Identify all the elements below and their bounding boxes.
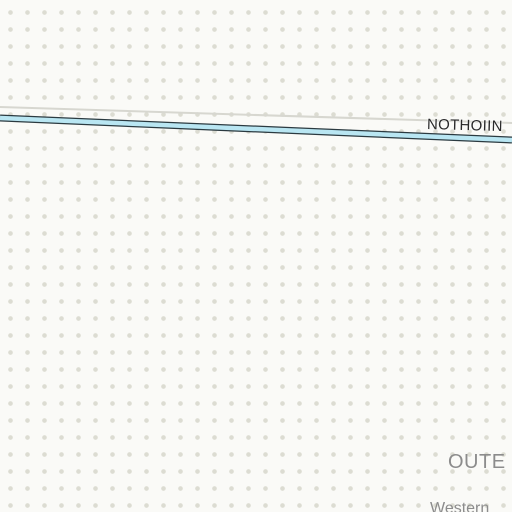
- secondary-road: [0, 106, 512, 124]
- highway-road: [0, 115, 512, 143]
- place-label[interactable]: Western: [430, 500, 490, 512]
- area-label[interactable]: OUTE: [448, 451, 506, 473]
- road-label[interactable]: NOTHOIIN: [426, 116, 503, 136]
